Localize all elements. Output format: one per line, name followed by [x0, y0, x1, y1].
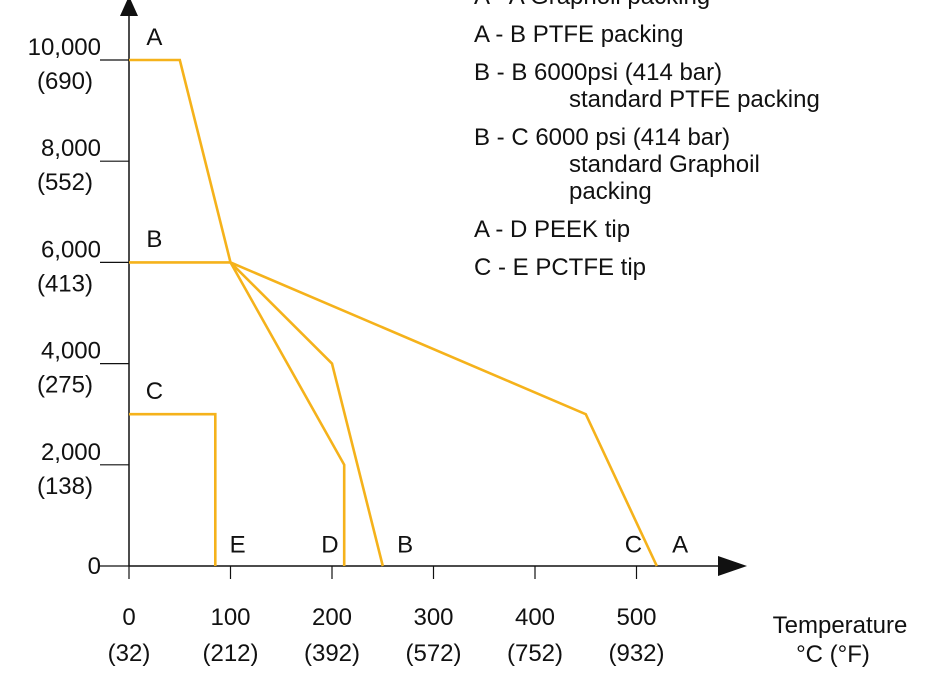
y-axis-arrow	[120, 0, 138, 16]
y-tick-label: 0	[88, 553, 101, 580]
legend-entry: B - C 6000 psi (414 bar)	[474, 124, 730, 151]
point-label: B	[397, 531, 413, 558]
y-tick-label: 8,000	[41, 135, 101, 162]
y-tick-sublabel: (552)	[37, 169, 93, 196]
series-lines	[129, 58, 658, 567]
y-tick-sublabel: (690)	[37, 68, 93, 95]
y-tick-sublabel: (275)	[37, 372, 93, 399]
x-tick-sublabel: (392)	[304, 640, 360, 667]
x-tick-sublabel: (932)	[608, 640, 664, 667]
legend-entry: B - B 6000psi (414 bar)	[474, 59, 722, 86]
x-tick-sublabel: (212)	[202, 640, 258, 667]
legend-entry: A - D PEEK tip	[474, 216, 630, 243]
y-tick-label: 6,000	[41, 236, 101, 263]
point-label: C	[146, 378, 163, 405]
point-label: C	[625, 531, 642, 558]
y-tick-sublabel: (138)	[37, 473, 93, 500]
point-label: B	[146, 226, 162, 253]
x-tick-label: 0	[122, 604, 135, 631]
x-tick-label: 200	[312, 604, 352, 631]
x-axis-title-line-2: °C (°F)	[796, 641, 870, 668]
x-axis-arrow	[718, 556, 747, 576]
x-tick-label: 400	[515, 604, 555, 631]
series-line	[129, 412, 217, 566]
x-axis-title-line-1: Temperature	[773, 612, 908, 639]
point-label: D	[321, 531, 338, 558]
legend-entry-continuation: packing	[569, 178, 652, 205]
x-tick-sublabel: (572)	[405, 640, 461, 667]
y-tick-sublabel: (413)	[37, 270, 93, 297]
y-tick-label: 4,000	[41, 338, 101, 365]
x-tick-label: 100	[210, 604, 250, 631]
y-tick-label: 10,000	[28, 34, 101, 61]
y-tick-label: 2,000	[41, 439, 101, 466]
x-tick-label: 300	[413, 604, 453, 631]
x-tick-sublabel: (752)	[507, 640, 563, 667]
point-label: A	[146, 24, 162, 51]
point-label: E	[230, 531, 246, 558]
axes: 0 (32) 100 (212) 200 (392) 300 (572) 400 (752) 500…	[28, 0, 747, 667]
legend-entry: C - E PCTFE tip	[474, 254, 646, 281]
legend: A - A Graphoil packing A - B PTFE packing…	[474, 0, 820, 281]
legend-entry-continuation: standard PTFE packing	[569, 86, 820, 113]
legend-entry: A - B PTFE packing	[474, 21, 683, 48]
series-line	[129, 261, 658, 567]
legend-entry: A - A Graphoil packing	[474, 0, 710, 10]
series-line	[229, 261, 346, 566]
x-tick-label: 500	[616, 604, 656, 631]
legend-entry-continuation: standard Graphoil	[569, 151, 760, 178]
point-label: A	[672, 531, 688, 558]
x-axis-title: Temperature °C (°F)	[773, 612, 908, 668]
x-tick-sublabel: (32)	[108, 640, 151, 667]
point-labels: A B C E D B C A	[146, 24, 688, 559]
